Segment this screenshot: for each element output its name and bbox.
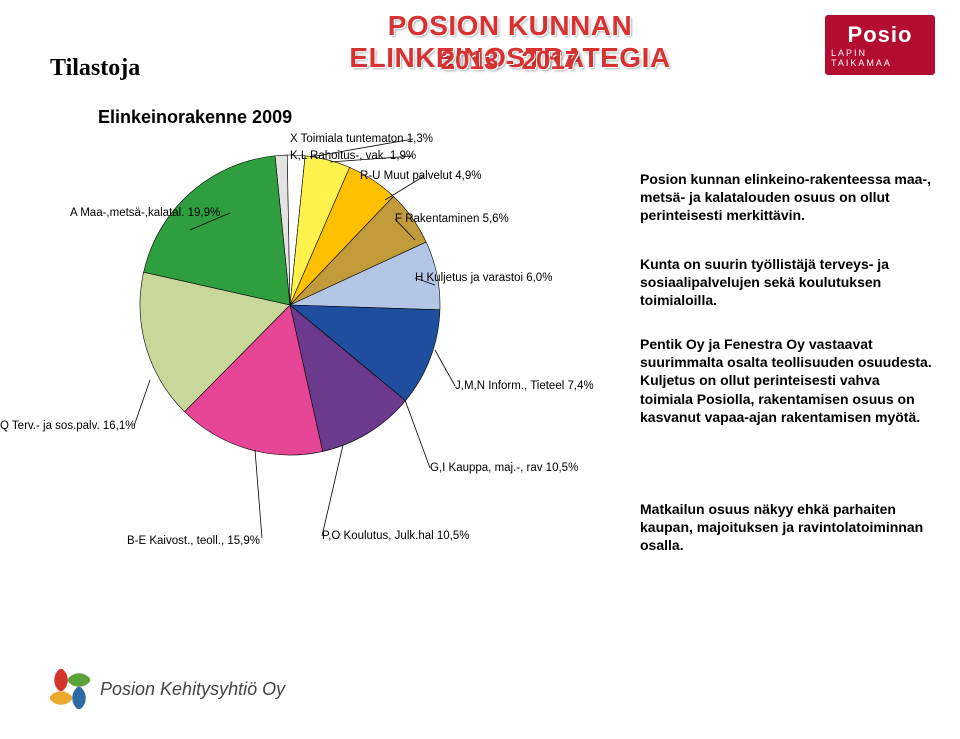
page-title: Tilastoja <box>50 55 140 82</box>
chart-label-RU: R-U Muut palvelut 4,9% <box>360 170 481 182</box>
brand-logo-sub: LAPIN TAIKAMAA <box>831 48 929 68</box>
leader-line-BE <box>255 450 262 538</box>
pie-chart <box>135 150 445 460</box>
chart-label-PO: P,O Koulutus, Julk.hal 10,5% <box>322 530 469 542</box>
chart-label-Q: Q Terv.- ja sos.palv. 16,1% <box>0 420 136 432</box>
footer-logo-mark <box>50 669 90 709</box>
body-paragraph-0: Posion kunnan elinkeino-rakenteessa maa-… <box>640 170 935 225</box>
body-paragraph-1: Kunta on suurin työllistäjä terveys- ja … <box>640 255 935 310</box>
chart-label-GI: G,I Kauppa, maj.-, rav 10,5% <box>430 462 578 474</box>
footer-logo-text: Posion Kehitysyhtiö Oy <box>100 679 285 700</box>
chart-label-X: X Toimiala tuntematon 1,3% <box>290 133 433 145</box>
chart-label-JMN: J,M,N Inform., Tieteel 7,4% <box>455 380 594 392</box>
chart-label-KL: K,L Rahoitus-, vak. 1,9% <box>290 150 416 162</box>
footer-logo: Posion Kehitysyhtiö Oy <box>50 669 285 709</box>
body-paragraph-3: Matkailun osuus näkyy ehkä parhaiten kau… <box>640 500 935 555</box>
brand-logo-main: Posio <box>848 22 913 48</box>
chart-label-F: F Rakentaminen 5,6% <box>395 213 509 225</box>
sub-title: Elinkeinorakenne 2009 <box>98 107 292 128</box>
chart-label-BE: B-E Kaivost., teoll., 15,9% <box>127 535 260 547</box>
chart-label-A: A Maa-,metsä-,kalatal. 19,9% <box>70 207 220 219</box>
body-paragraph-2: Pentik Oy ja Fenestra Oy vastaavat suuri… <box>640 335 935 426</box>
chart-label-H: H Kuljetus ja varastoi 6,0% <box>415 272 552 284</box>
brand-logo: Posio LAPIN TAIKAMAA <box>825 15 935 75</box>
header-years: 2013 - 2017 <box>230 45 790 76</box>
